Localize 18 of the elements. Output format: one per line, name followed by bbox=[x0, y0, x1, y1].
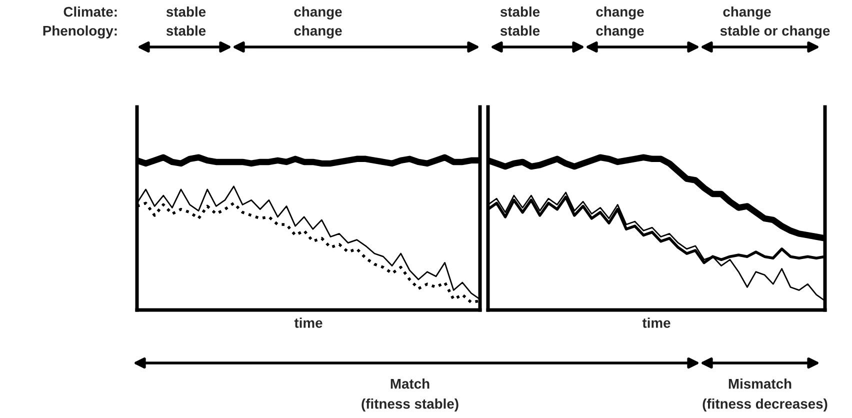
text: (fitness decreases) bbox=[702, 398, 828, 412]
x-axis-title: time bbox=[294, 318, 322, 328]
text: Climate: bbox=[64, 6, 117, 17]
text: change bbox=[294, 6, 342, 20]
x-axis-title: time bbox=[642, 318, 670, 328]
text: stable bbox=[166, 6, 206, 17]
text: stable bbox=[500, 6, 540, 17]
text: change bbox=[723, 6, 771, 20]
text: (fitness stable) bbox=[362, 398, 458, 412]
text: stable bbox=[166, 26, 206, 36]
text: stable or change bbox=[720, 25, 830, 39]
text: change bbox=[596, 25, 644, 39]
text: Phenology: bbox=[43, 25, 117, 39]
text: change bbox=[294, 25, 342, 39]
text: change bbox=[596, 6, 644, 20]
text: Mismatch bbox=[728, 378, 792, 389]
text: stable bbox=[500, 26, 540, 36]
text: Match bbox=[390, 378, 430, 389]
